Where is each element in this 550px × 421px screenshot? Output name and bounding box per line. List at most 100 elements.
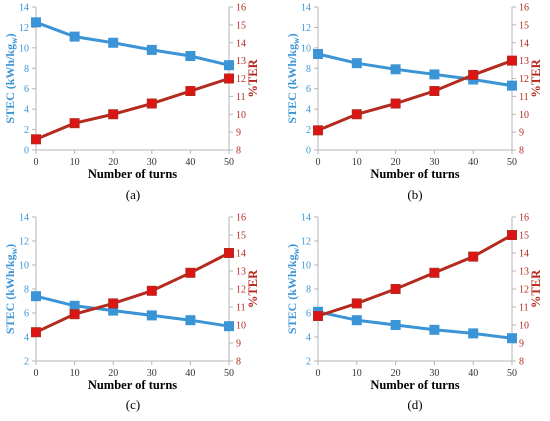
right-y-tick-label: 10 bbox=[519, 110, 529, 121]
x-tick-label: 10 bbox=[70, 368, 80, 379]
right-y-tick-label: 8 bbox=[236, 357, 241, 368]
ter-data-point bbox=[390, 284, 401, 294]
stec-data-point bbox=[69, 300, 80, 311]
stec-data-point bbox=[31, 17, 41, 28]
stec-data-point bbox=[224, 60, 234, 71]
ter-data-point bbox=[69, 309, 80, 320]
x-axis-label: Number of turns bbox=[370, 167, 459, 181]
right-y-tick-label: 15 bbox=[519, 231, 529, 242]
left-y-tick-label: 10 bbox=[301, 261, 311, 272]
x-tick-label: 20 bbox=[391, 368, 401, 379]
left-y-tick-label: 14 bbox=[19, 3, 29, 14]
stec-series-line bbox=[317, 310, 513, 340]
ter-data-point bbox=[224, 73, 234, 84]
left-y-tick-label: 0 bbox=[24, 146, 29, 157]
right-y-tick-label: 16 bbox=[519, 3, 529, 14]
stec-series-line bbox=[35, 20, 230, 67]
x-tick-label: 10 bbox=[352, 368, 362, 379]
left-y-tick-label: 8 bbox=[24, 64, 29, 75]
right-y-tick-label: 16 bbox=[519, 213, 529, 224]
x-tick-label: 40 bbox=[185, 157, 195, 168]
right-y-tick-label: 10 bbox=[519, 321, 529, 332]
left-y-tick-label: 2 bbox=[24, 125, 29, 136]
panel-caption: (b) bbox=[407, 187, 422, 202]
ter-data-point bbox=[146, 285, 157, 296]
ter-data-point bbox=[507, 55, 517, 66]
x-tick-label: 40 bbox=[468, 157, 478, 168]
right-y-axis-label: %TER bbox=[246, 58, 260, 97]
right-y-axis-label: %TER bbox=[529, 269, 543, 308]
right-y-tick-label: 11 bbox=[236, 303, 246, 314]
left-y-tick-label: 2 bbox=[306, 125, 311, 136]
right-y-tick-label: 11 bbox=[519, 92, 529, 103]
x-tick-label: 20 bbox=[108, 368, 118, 379]
x-tick-label: 30 bbox=[429, 157, 439, 168]
right-y-tick-label: 9 bbox=[236, 128, 241, 139]
left-y-tick-label: 2 bbox=[306, 357, 311, 368]
ter-data-point bbox=[185, 267, 196, 278]
stec-data-point bbox=[69, 31, 80, 42]
left-y-tick-label: 6 bbox=[24, 84, 29, 95]
left-y-tick-label: 12 bbox=[19, 23, 29, 34]
ter-data-point bbox=[224, 248, 234, 258]
left-y-tick-label: 8 bbox=[306, 64, 311, 75]
x-tick-label: 30 bbox=[147, 368, 157, 379]
chart-panel-c: 0 10 20 30 40 50 2 4 6 8 10 12 14 8 9 10 11 12 13 14 15 16 Num… bbox=[3, 213, 260, 413]
ter-data-point bbox=[351, 298, 362, 309]
right-y-tick-label: 9 bbox=[236, 339, 241, 350]
stec-data-point bbox=[185, 315, 196, 326]
right-y-tick-label: 8 bbox=[519, 357, 524, 368]
left-y-tick-label: 6 bbox=[306, 309, 311, 320]
left-y-axis-label-subscript: w bbox=[291, 37, 301, 44]
left-y-tick-label: 14 bbox=[301, 213, 311, 224]
left-y-tick-label: 10 bbox=[19, 43, 29, 54]
right-y-tick-label: 12 bbox=[519, 285, 529, 296]
right-y-tick-label: 9 bbox=[519, 128, 524, 139]
ter-data-point bbox=[69, 118, 80, 129]
x-tick-label: 50 bbox=[507, 157, 517, 168]
ter-data-point bbox=[108, 109, 119, 120]
right-y-tick-label: 12 bbox=[236, 285, 246, 296]
ter-data-point bbox=[108, 298, 119, 309]
right-y-tick-label: 14 bbox=[519, 38, 529, 49]
left-y-axis-label-main: STEC (kWh/kg bbox=[285, 44, 299, 124]
ter-series-line bbox=[35, 251, 230, 334]
x-tick-label: 0 bbox=[316, 368, 321, 379]
left-y-tick-label: 12 bbox=[301, 237, 311, 248]
right-y-tick-label: 10 bbox=[236, 321, 246, 332]
right-y-tick-label: 14 bbox=[236, 38, 246, 49]
x-tick-label: 50 bbox=[224, 157, 234, 168]
stec-data-point bbox=[429, 69, 440, 80]
panel-caption: (c) bbox=[126, 397, 140, 412]
left-y-axis-label-main: STEC (kWh/kg bbox=[3, 254, 17, 334]
ter-data-point bbox=[468, 251, 479, 262]
right-y-tick-label: 8 bbox=[236, 146, 241, 157]
right-y-tick-label: 8 bbox=[519, 146, 524, 157]
ter-series-line bbox=[317, 233, 513, 318]
stec-data-point bbox=[390, 64, 401, 75]
right-y-tick-label: 16 bbox=[236, 213, 246, 224]
x-tick-label: 40 bbox=[185, 368, 195, 379]
left-y-axis-label-main: STEC (kWh/kg bbox=[3, 44, 17, 124]
left-y-axis-label-subscript: w bbox=[9, 247, 19, 254]
right-y-tick-label: 13 bbox=[236, 267, 246, 278]
right-y-tick-label: 13 bbox=[519, 56, 529, 67]
left-y-axis-label-close: ) bbox=[285, 244, 299, 248]
ter-data-point bbox=[31, 134, 41, 145]
stec-data-point bbox=[468, 328, 479, 339]
right-y-axis-label: %TER bbox=[246, 269, 260, 308]
x-tick-label: 10 bbox=[70, 157, 80, 168]
right-y-tick-label: 14 bbox=[236, 249, 246, 260]
left-y-tick-label: 4 bbox=[24, 105, 29, 116]
right-y-tick-label: 14 bbox=[519, 249, 529, 260]
x-tick-label: 40 bbox=[468, 368, 478, 379]
x-axis-label: Number of turns bbox=[88, 167, 177, 181]
ter-data-point bbox=[351, 109, 362, 120]
right-y-tick-label: 12 bbox=[519, 74, 529, 85]
right-y-tick-label: 11 bbox=[519, 303, 529, 314]
left-y-axis-label-subscript: w bbox=[291, 247, 301, 254]
right-y-axis-label: %TER bbox=[529, 58, 543, 97]
stec-series-line bbox=[317, 52, 513, 88]
ter-series-line bbox=[317, 59, 513, 132]
